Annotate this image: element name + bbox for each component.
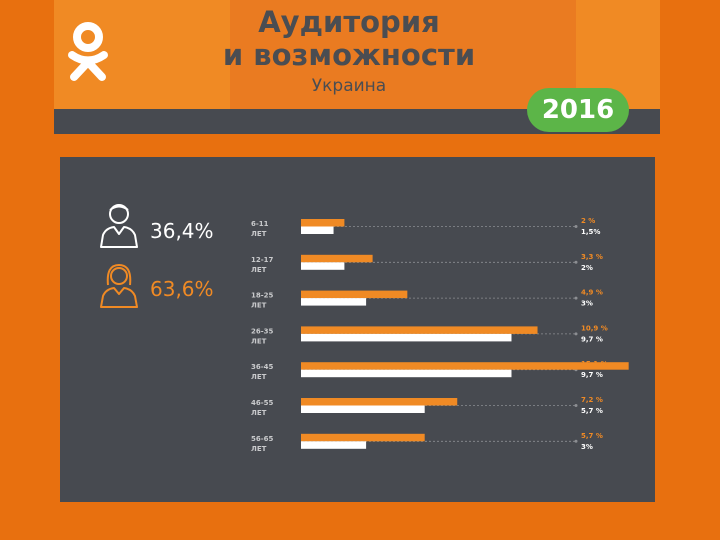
value-label-white: 2%: [581, 264, 593, 272]
category-label: 12-17 ЛЕТ: [251, 256, 274, 274]
guide-dot: [574, 296, 578, 300]
guide-dot: [574, 225, 578, 228]
guide-dot: [574, 439, 578, 443]
bar-white: [301, 262, 345, 270]
title-line-2: и возможности: [222, 38, 476, 72]
year-badge: 2016: [527, 88, 629, 132]
guide-dot: [574, 404, 578, 407]
bar-white: [301, 298, 367, 306]
female-user-icon: [100, 263, 138, 308]
value-label-white: 1,5%: [581, 228, 600, 236]
value-label-orange: 5,7 %: [581, 432, 603, 440]
value-label-orange: 4,9 %: [581, 289, 603, 297]
guide-dot: [574, 260, 578, 264]
header-title-area: [230, 0, 576, 109]
bar-orange: [301, 254, 373, 263]
value-label-orange: 3,3 %: [581, 253, 603, 261]
value-label-white: 9,7 %: [581, 371, 603, 379]
category-label: 6-11 ЛЕТ: [251, 220, 269, 238]
bar-orange: [301, 219, 345, 227]
value-label-orange: 10,9 %: [581, 324, 608, 332]
male-share-value: 36,4%: [150, 219, 214, 243]
bar-white: [301, 369, 512, 378]
value-label-white: 9,7 %: [581, 335, 603, 343]
bar-orange: [301, 433, 425, 442]
category-label: 26-35 ЛЕТ: [251, 327, 274, 345]
value-label-orange: 2 %: [581, 217, 595, 225]
value-label-white: 5,7 %: [581, 407, 603, 415]
bar-white: [301, 405, 425, 413]
category-label: 46-55 ЛЕТ: [251, 399, 274, 417]
male-user-icon: [100, 204, 138, 248]
bar-white: [301, 226, 334, 234]
page-title: Аудитория и возможности: [176, 6, 522, 72]
bar-orange: [301, 290, 408, 299]
bar-white: [301, 441, 367, 449]
value-label-white: 3%: [581, 300, 593, 308]
category-label: 36-45 ЛЕТ: [251, 363, 274, 381]
title-line-1: Аудитория: [258, 5, 440, 39]
value-label-orange: 7,2 %: [581, 396, 603, 404]
country-subtitle: Украина: [311, 76, 387, 96]
bar-orange: [301, 398, 458, 406]
odnoklassniki-logo-icon: [68, 22, 108, 81]
category-label: 56-65 ЛЕТ: [251, 435, 274, 453]
category-label: 18-25 ЛЕТ: [251, 292, 274, 310]
guide-dot: [574, 332, 578, 336]
bar-orange: [301, 362, 629, 370]
bar-orange: [301, 326, 538, 334]
bar-white: [301, 333, 512, 342]
female-share-value: 63,6%: [150, 277, 214, 301]
header-banner: [54, 0, 660, 134]
value-label-white: 3%: [581, 443, 593, 451]
value-label-orange: 15,1 %: [581, 360, 608, 368]
